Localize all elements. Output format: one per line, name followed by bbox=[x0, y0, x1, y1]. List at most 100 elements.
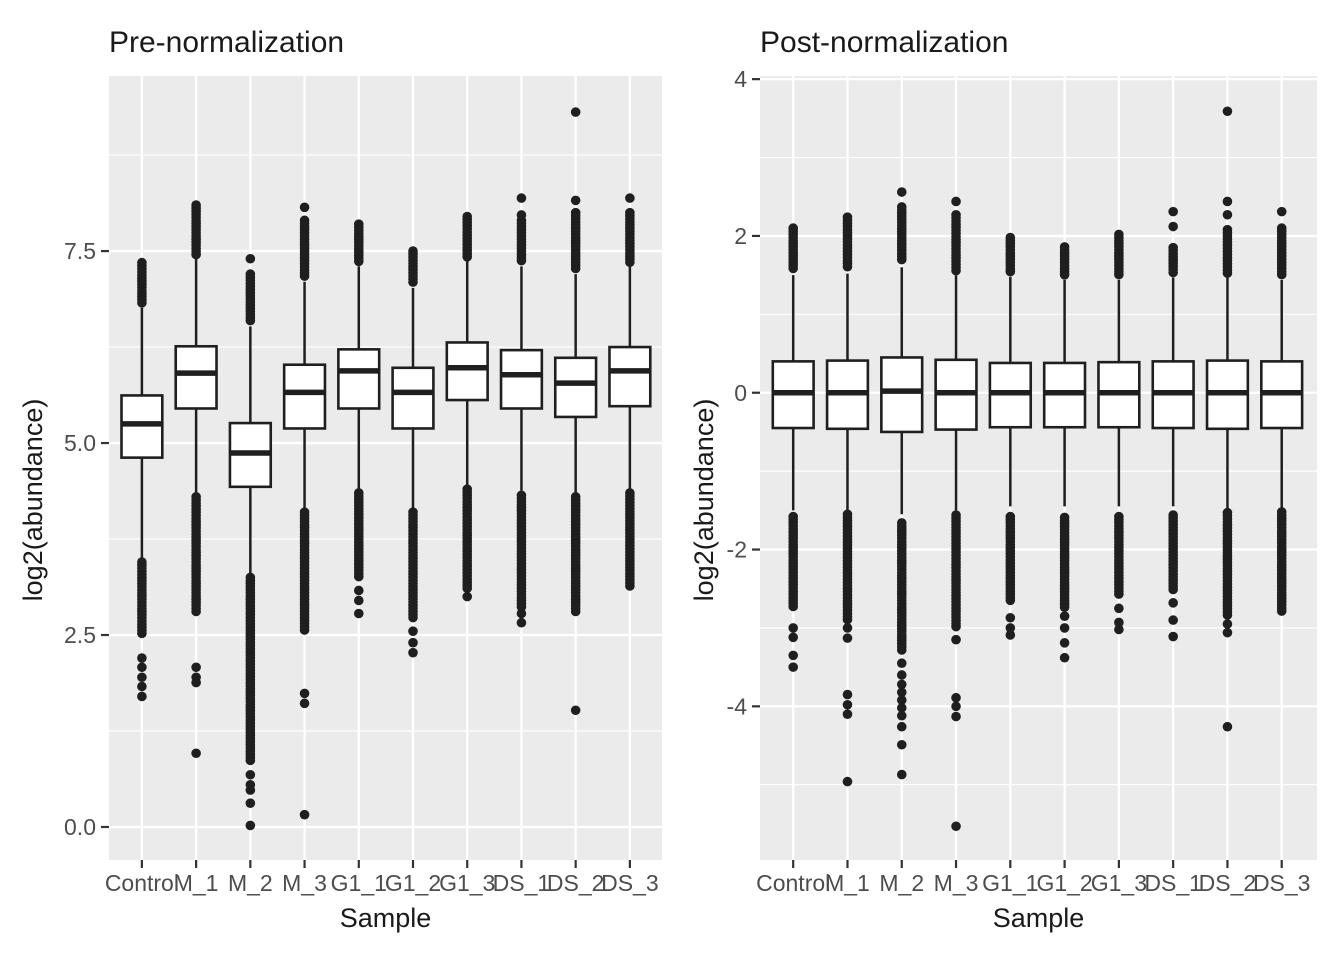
boxplot-DS_3 bbox=[608, 193, 652, 591]
outlier-dot bbox=[788, 632, 798, 643]
x-tick-label: DS_3 bbox=[601, 870, 659, 896]
outlier-dot bbox=[896, 703, 907, 713]
outlier-dot bbox=[1222, 619, 1233, 629]
boxplot-DS_1 bbox=[1151, 206, 1195, 642]
boxplot-M_2 bbox=[880, 187, 924, 780]
x-tick-label: DS_2 bbox=[1199, 870, 1257, 896]
outlier-dot bbox=[408, 647, 418, 658]
outlier-dot bbox=[353, 595, 364, 606]
x-tick-label: G1_1 bbox=[331, 870, 387, 896]
outlier-dot bbox=[1005, 266, 1016, 277]
outlier-dot bbox=[1168, 631, 1178, 642]
boxplot-M_2 bbox=[228, 253, 273, 831]
outlier-dot bbox=[137, 672, 147, 683]
boxplot-Control bbox=[771, 223, 815, 672]
outlier-dot bbox=[951, 634, 961, 645]
panel-title: Post-normalization bbox=[760, 26, 1008, 59]
outlier-dot bbox=[1168, 267, 1178, 278]
outlier-dot bbox=[896, 695, 907, 705]
y-tick-label: 4 bbox=[734, 66, 747, 92]
outlier-dot bbox=[299, 688, 310, 699]
outlier-dot bbox=[1276, 269, 1287, 280]
outlier-dot bbox=[137, 298, 147, 308]
outlier-dot bbox=[353, 571, 364, 582]
outlier-dot bbox=[353, 585, 364, 596]
outlier-dot bbox=[951, 265, 961, 276]
outlier-dot bbox=[842, 776, 853, 787]
outlier-dot bbox=[408, 626, 418, 636]
outlier-dot bbox=[951, 196, 961, 207]
iqr-box bbox=[880, 356, 924, 434]
y-axis-title: log2(abundance) bbox=[689, 399, 719, 602]
outlier-dot bbox=[1059, 270, 1070, 280]
outlier-dot bbox=[842, 709, 853, 719]
x-tick-label: Control bbox=[105, 870, 179, 896]
outlier-dot bbox=[516, 617, 527, 628]
outlier-dot bbox=[1005, 612, 1016, 623]
boxplot-G1_2 bbox=[391, 246, 435, 658]
outlier-dot bbox=[1059, 611, 1070, 621]
outlier-dot bbox=[570, 705, 581, 716]
y-tick-label: 7.5 bbox=[64, 238, 96, 264]
outlier-dot bbox=[1222, 627, 1233, 638]
boxplot-G1_3 bbox=[445, 211, 489, 602]
y-axis-title: log2(abundance) bbox=[18, 399, 48, 602]
outlier-dot bbox=[245, 820, 256, 831]
outlier-dot bbox=[1059, 652, 1070, 663]
outlier-dot bbox=[516, 608, 527, 619]
outlier-dot bbox=[788, 263, 798, 274]
outlier-dot bbox=[1222, 196, 1233, 207]
outlier-dot bbox=[570, 195, 581, 206]
outlier-dot bbox=[1114, 269, 1124, 280]
outlier-dot bbox=[896, 645, 907, 655]
iqr-box bbox=[391, 366, 435, 430]
iqr-box bbox=[608, 345, 652, 408]
iqr-box bbox=[282, 363, 327, 430]
outlier-dot bbox=[896, 687, 907, 698]
boxplot-G1_1 bbox=[337, 219, 381, 619]
outlier-dot bbox=[137, 681, 147, 692]
outlier-dot bbox=[408, 277, 418, 287]
x-tick-label: G1_1 bbox=[982, 870, 1038, 896]
outlier-dot bbox=[1059, 638, 1070, 648]
outlier-dot bbox=[1222, 610, 1233, 620]
outlier-dot bbox=[191, 677, 201, 688]
x-tick-label: M_1 bbox=[174, 870, 219, 896]
outlier-dot bbox=[1005, 630, 1016, 640]
outlier-dot bbox=[788, 623, 798, 633]
outlier-dot bbox=[245, 798, 256, 808]
outlier-dot bbox=[137, 653, 147, 663]
outlier-dot bbox=[625, 581, 635, 591]
outlier-dot bbox=[245, 755, 256, 766]
outlier-dot bbox=[191, 748, 201, 759]
outlier-dot bbox=[245, 315, 256, 326]
boxplot-G1_3 bbox=[1097, 229, 1141, 635]
x-tick-label: M_2 bbox=[228, 870, 273, 896]
outlier-dot bbox=[570, 263, 581, 274]
boxplot-G1_2 bbox=[1042, 242, 1087, 663]
outlier-dot bbox=[191, 606, 201, 617]
x-tick-label: M_1 bbox=[825, 870, 870, 896]
outlier-dot bbox=[896, 658, 907, 669]
outlier-dot bbox=[1005, 595, 1016, 606]
x-tick-label: DS_2 bbox=[547, 870, 605, 896]
outlier-dot bbox=[353, 256, 364, 267]
outlier-dot bbox=[408, 637, 418, 648]
outlier-dot bbox=[842, 623, 853, 633]
outlier-dot bbox=[353, 608, 364, 619]
x-tick-label: Control bbox=[756, 870, 830, 896]
outlier-dot bbox=[788, 650, 798, 661]
iqr-box bbox=[174, 344, 218, 410]
outlier-dot bbox=[842, 614, 853, 625]
outlier-dot bbox=[570, 606, 581, 617]
x-tick-label: G1_3 bbox=[1091, 870, 1147, 896]
outlier-dot bbox=[1168, 615, 1178, 625]
x-tick-label: DS_1 bbox=[493, 870, 551, 896]
x-tick-label: G1_2 bbox=[1036, 870, 1092, 896]
y-tick-label: 0.0 bbox=[64, 814, 96, 840]
